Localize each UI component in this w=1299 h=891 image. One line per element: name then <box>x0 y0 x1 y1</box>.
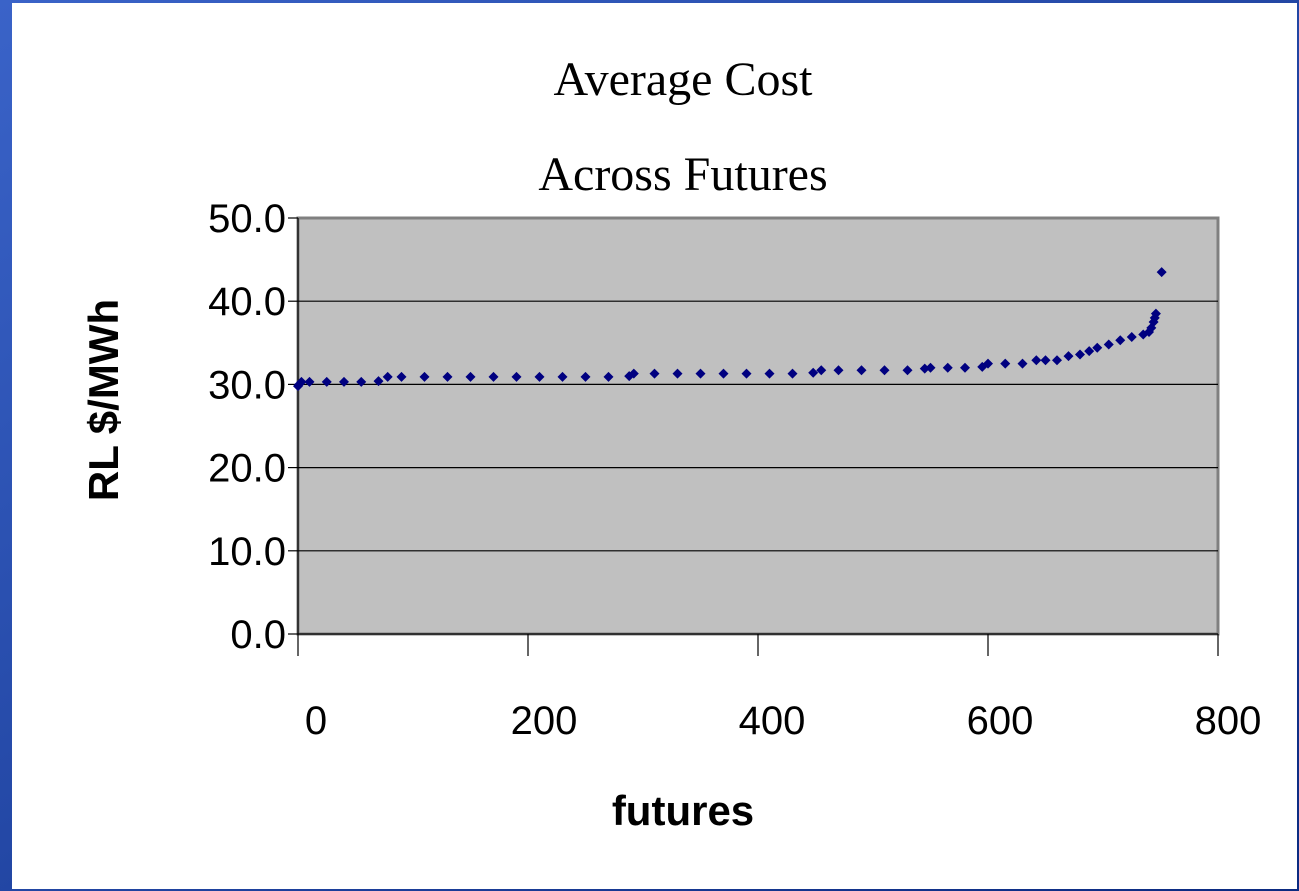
point <box>1063 351 1074 362</box>
y-axis-title: RL $/MWh <box>80 299 127 501</box>
point <box>879 365 890 376</box>
x-tick-label: 800 <box>1195 699 1262 743</box>
point <box>1126 331 1137 342</box>
point <box>1075 349 1085 360</box>
point <box>1156 267 1167 278</box>
point <box>925 362 936 373</box>
point <box>580 371 591 382</box>
point <box>649 368 660 379</box>
x-tick-label: 400 <box>739 699 806 743</box>
chart-title: Across Futures <box>538 148 827 201</box>
point <box>419 371 430 382</box>
point <box>534 371 545 382</box>
y-tick-label: 0.0 <box>230 613 286 657</box>
point <box>960 362 970 373</box>
point <box>396 371 407 382</box>
point <box>695 368 706 379</box>
x-tick-label: 200 <box>511 699 578 743</box>
point <box>1092 342 1103 353</box>
point <box>321 376 332 387</box>
point <box>1017 358 1028 369</box>
point <box>856 365 867 376</box>
point <box>983 358 993 369</box>
y-tick-label: 40.0 <box>208 280 286 324</box>
point <box>465 371 476 382</box>
point <box>672 368 683 379</box>
point <box>718 368 729 379</box>
y-tick-label: 50.0 <box>208 197 286 241</box>
point <box>339 376 349 387</box>
point <box>304 376 315 387</box>
chart-title: Average Cost <box>553 53 813 106</box>
x-tick-label: 0 <box>305 699 327 743</box>
x-tick-label: 600 <box>967 699 1034 743</box>
point <box>1031 355 1042 366</box>
plot-area <box>296 216 1220 636</box>
point <box>808 367 819 378</box>
point <box>1052 355 1062 366</box>
point <box>902 365 913 376</box>
point <box>764 368 775 379</box>
point <box>356 376 367 387</box>
point <box>511 371 522 382</box>
y-tick-label: 30.0 <box>208 363 286 407</box>
point <box>1150 308 1161 319</box>
point <box>942 362 953 373</box>
point <box>382 371 393 382</box>
x-axis-title: futures <box>612 787 754 834</box>
point <box>833 365 844 376</box>
point <box>787 368 798 379</box>
point <box>1040 355 1051 366</box>
point <box>373 376 384 387</box>
point <box>816 365 827 376</box>
point <box>296 376 307 387</box>
y-tick-label: 10.0 <box>208 530 286 574</box>
plot-layer: 0.0 10.0 20.0 30.0 40.0 50.0 0 200 400 600 800 <box>208 197 1261 743</box>
point <box>557 371 568 382</box>
point <box>1115 335 1126 346</box>
point <box>442 371 453 382</box>
y-tick-label: 20.0 <box>208 447 286 491</box>
point <box>741 368 752 379</box>
point <box>1000 358 1011 369</box>
point <box>1103 339 1114 350</box>
point <box>628 368 639 379</box>
point <box>1084 346 1095 357</box>
point <box>603 371 614 382</box>
point <box>488 371 499 382</box>
